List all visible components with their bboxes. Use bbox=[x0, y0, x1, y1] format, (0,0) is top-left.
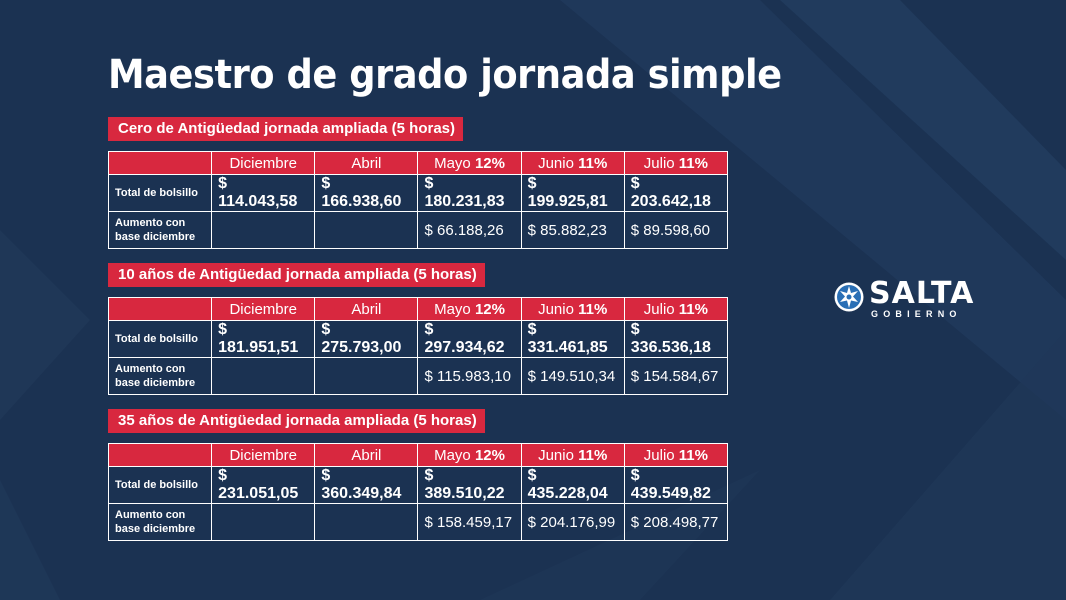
increase-cell: $ 158.459,17 bbox=[417, 503, 522, 541]
section-zero-years: Cero de Antigüedad jornada ampliada (5 h… bbox=[107, 117, 729, 249]
header-diciembre: Diciembre bbox=[211, 443, 316, 467]
increase-cell bbox=[211, 357, 316, 395]
total-cell: $ 166.938,60 bbox=[314, 174, 419, 212]
increase-cell: $ 208.498,77 bbox=[623, 503, 729, 541]
increase-cell bbox=[314, 211, 419, 249]
total-cell: $ 336.536,18 bbox=[623, 320, 729, 358]
increase-cell bbox=[211, 503, 316, 541]
increase-cell bbox=[211, 211, 316, 249]
header-mayo: Mayo 12% bbox=[417, 297, 522, 321]
row-label-increase: Aumento con base diciembre bbox=[107, 503, 213, 541]
header-julio: Julio 11% bbox=[623, 297, 729, 321]
increase-cell: $ 85.882,23 bbox=[520, 211, 625, 249]
total-row: Total de bolsillo $ 181.951,51 $ 275.793… bbox=[107, 320, 729, 358]
increase-cell: $ 66.188,26 bbox=[417, 211, 522, 249]
increase-cell: $ 115.983,10 bbox=[417, 357, 522, 395]
header-abril: Abril bbox=[314, 151, 419, 175]
header-junio: Junio 11% bbox=[520, 443, 625, 467]
header-junio: Junio 11% bbox=[520, 151, 625, 175]
header-julio: Julio 11% bbox=[623, 151, 729, 175]
total-cell: $ 275.793,00 bbox=[314, 320, 419, 358]
total-cell: $ 331.461,85 bbox=[520, 320, 625, 358]
increase-row: Aumento con base diciembre $ 115.983,10 $… bbox=[107, 357, 729, 395]
salta-gobierno-logo: SALTA GOBIERNO bbox=[834, 276, 975, 319]
header-row: Diciembre Abril Mayo 12% Junio 11% Julio… bbox=[107, 297, 729, 321]
increase-cell: $ 204.176,99 bbox=[520, 503, 625, 541]
total-cell: $ 114.043,58 bbox=[211, 174, 316, 212]
header-blank-cell bbox=[107, 297, 213, 321]
section-label: 35 años de Antigüedad jornada ampliada (… bbox=[108, 409, 485, 433]
total-row: Total de bolsillo $ 231.051,05 $ 360.349… bbox=[107, 466, 729, 504]
row-label-total: Total de bolsillo bbox=[107, 466, 213, 504]
salary-table: Diciembre Abril Mayo 12% Junio 11% Julio… bbox=[107, 443, 729, 541]
header-abril: Abril bbox=[314, 443, 419, 467]
salary-table: Diciembre Abril Mayo 12% Junio 11% Julio… bbox=[107, 151, 729, 249]
header-mayo: Mayo 12% bbox=[417, 151, 522, 175]
increase-row: Aumento con base diciembre $ 66.188,26 $ … bbox=[107, 211, 729, 249]
total-cell: $ 199.925,81 bbox=[520, 174, 625, 212]
header-blank-cell bbox=[107, 443, 213, 467]
logo-subtitle: GOBIERNO bbox=[871, 309, 962, 319]
salta-star-emblem-icon bbox=[834, 282, 864, 312]
header-diciembre: Diciembre bbox=[211, 297, 316, 321]
header-row: Diciembre Abril Mayo 12% Junio 11% Julio… bbox=[107, 443, 729, 467]
total-cell: $ 439.549,82 bbox=[623, 466, 729, 504]
total-row: Total de bolsillo $ 114.043,58 $ 166.938… bbox=[107, 174, 729, 212]
total-cell: $ 231.051,05 bbox=[211, 466, 316, 504]
increase-cell: $ 89.598,60 bbox=[623, 211, 729, 249]
section-label: 10 años de Antigüedad jornada ampliada (… bbox=[108, 263, 485, 287]
salary-table: Diciembre Abril Mayo 12% Junio 11% Julio… bbox=[107, 297, 729, 395]
header-abril: Abril bbox=[314, 297, 419, 321]
increase-cell: $ 149.510,34 bbox=[520, 357, 625, 395]
page-title: Maestro de grado jornada simple bbox=[108, 52, 782, 98]
total-cell: $ 181.951,51 bbox=[211, 320, 316, 358]
section-label: Cero de Antigüedad jornada ampliada (5 h… bbox=[108, 117, 464, 141]
total-cell: $ 389.510,22 bbox=[417, 466, 522, 504]
total-cell: $ 297.934,62 bbox=[417, 320, 522, 358]
total-cell: $ 203.642,18 bbox=[623, 174, 729, 212]
total-cell: $ 180.231,83 bbox=[417, 174, 522, 212]
total-cell: $ 435.228,04 bbox=[520, 466, 625, 504]
row-label-increase: Aumento con base diciembre bbox=[107, 357, 213, 395]
logo-name: SALTA bbox=[869, 276, 975, 311]
total-cell: $ 360.349,84 bbox=[314, 466, 419, 504]
increase-cell bbox=[314, 357, 419, 395]
header-diciembre: Diciembre bbox=[211, 151, 316, 175]
header-julio: Julio 11% bbox=[623, 443, 729, 467]
row-label-total: Total de bolsillo bbox=[107, 320, 213, 358]
increase-row: Aumento con base diciembre $ 158.459,17 $… bbox=[107, 503, 729, 541]
header-junio: Junio 11% bbox=[520, 297, 625, 321]
increase-cell bbox=[314, 503, 419, 541]
header-mayo: Mayo 12% bbox=[417, 443, 522, 467]
increase-cell: $ 154.584,67 bbox=[623, 357, 729, 395]
section-thirty-five-years: 35 años de Antigüedad jornada ampliada (… bbox=[107, 409, 729, 541]
row-label-total: Total de bolsillo bbox=[107, 174, 213, 212]
row-label-increase: Aumento con base diciembre bbox=[107, 211, 213, 249]
header-blank-cell bbox=[107, 151, 213, 175]
header-row: Diciembre Abril Mayo 12% Junio 11% Julio… bbox=[107, 151, 729, 175]
section-ten-years: 10 años de Antigüedad jornada ampliada (… bbox=[107, 263, 729, 395]
